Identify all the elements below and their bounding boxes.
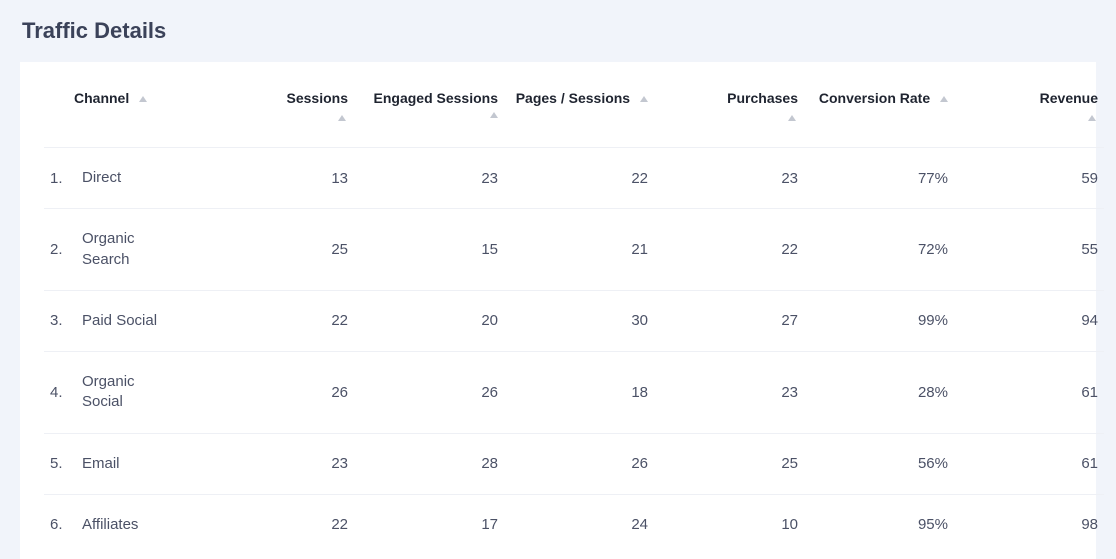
cell-conversion-rate: 99% <box>804 290 954 351</box>
sort-asc-icon <box>490 112 498 118</box>
table-header-row: Channel Sessions Engaged Sessions Pages … <box>44 82 1104 148</box>
sort-asc-icon <box>139 96 147 102</box>
sort-asc-icon <box>640 96 648 102</box>
channel-name: Direct <box>82 168 121 188</box>
cell-sessions: 26 <box>204 352 354 434</box>
cell-channel: 2. Organic Search <box>44 209 204 291</box>
column-header-purchases[interactable]: Purchases <box>654 82 804 148</box>
column-label: Sessions <box>287 90 348 106</box>
column-header-conversion-rate[interactable]: Conversion Rate <box>804 82 954 148</box>
cell-revenue: 59 <box>954 148 1104 209</box>
column-header-channel[interactable]: Channel <box>44 82 204 148</box>
cell-sessions: 22 <box>204 290 354 351</box>
cell-engaged-sessions: 15 <box>354 209 504 291</box>
cell-channel: 5. Email <box>44 433 204 494</box>
cell-revenue: 61 <box>954 433 1104 494</box>
cell-channel: 1. Direct <box>44 148 204 209</box>
table-row: 1.Direct1323222377%59 <box>44 148 1104 209</box>
cell-conversion-rate: 28% <box>804 352 954 434</box>
table-row: 3. Paid Social 2220302799%94 <box>44 290 1104 351</box>
column-label: Conversion Rate <box>819 90 930 106</box>
sort-asc-icon <box>788 115 796 121</box>
column-label: Engaged Sessions <box>374 90 498 106</box>
cell-engaged-sessions: 20 <box>354 290 504 351</box>
cell-revenue: 61 <box>954 352 1104 434</box>
cell-conversion-rate: 77% <box>804 148 954 209</box>
column-header-pages-sessions[interactable]: Pages / Sessions <box>504 82 654 148</box>
channel-name: Paid Social <box>82 311 157 331</box>
table-row: 4.Organic Social2626182328%61 <box>44 352 1104 434</box>
cell-pages-sessions: 30 <box>504 290 654 351</box>
channel-name: Email <box>82 454 120 474</box>
cell-engaged-sessions: 23 <box>354 148 504 209</box>
cell-pages-sessions: 26 <box>504 433 654 494</box>
cell-conversion-rate: 56% <box>804 433 954 494</box>
cell-sessions: 23 <box>204 433 354 494</box>
cell-pages-sessions: 22 <box>504 148 654 209</box>
table-row: 5. Email 2328262556%61 <box>44 433 1104 494</box>
cell-engaged-sessions: 26 <box>354 352 504 434</box>
cell-channel: 4. Organic Social <box>44 352 204 434</box>
cell-pages-sessions: 18 <box>504 352 654 434</box>
column-header-engaged-sessions[interactable]: Engaged Sessions <box>354 82 504 148</box>
column-label: Revenue <box>1040 90 1098 106</box>
cell-channel: 3. Paid Social <box>44 290 204 351</box>
row-number: 4. <box>50 384 68 401</box>
row-number: 1. <box>50 170 68 187</box>
sort-asc-icon <box>1088 115 1096 121</box>
sort-asc-icon <box>940 96 948 102</box>
column-label: Channel <box>74 90 129 106</box>
cell-sessions: 13 <box>204 148 354 209</box>
cell-purchases: 23 <box>654 352 804 434</box>
cell-purchases: 25 <box>654 433 804 494</box>
cell-sessions: 25 <box>204 209 354 291</box>
channel-name: Organic Social <box>82 372 164 413</box>
cell-purchases: 23 <box>654 148 804 209</box>
traffic-table: Channel Sessions Engaged Sessions Pages … <box>44 82 1104 555</box>
row-number: 2. <box>50 241 68 258</box>
column-header-revenue[interactable]: Revenue <box>954 82 1104 148</box>
sort-asc-icon <box>338 115 346 121</box>
cell-revenue: 94 <box>954 290 1104 351</box>
row-number: 3. <box>50 312 68 329</box>
row-number: 5. <box>50 455 68 472</box>
section-title: Traffic Details <box>22 18 1096 44</box>
cell-revenue: 55 <box>954 209 1104 291</box>
cell-purchases: 22 <box>654 209 804 291</box>
traffic-table-card: Channel Sessions Engaged Sessions Pages … <box>20 62 1096 559</box>
column-label: Purchases <box>727 90 798 106</box>
column-label: Pages / Sessions <box>516 90 630 106</box>
cell-pages-sessions: 21 <box>504 209 654 291</box>
cell-engaged-sessions: 28 <box>354 433 504 494</box>
cell-conversion-rate: 72% <box>804 209 954 291</box>
table-row: 2. Organic Search 2515212272%55 <box>44 209 1104 291</box>
cell-purchases: 27 <box>654 290 804 351</box>
channel-name: Organic Search <box>82 229 164 270</box>
column-header-sessions[interactable]: Sessions <box>204 82 354 148</box>
